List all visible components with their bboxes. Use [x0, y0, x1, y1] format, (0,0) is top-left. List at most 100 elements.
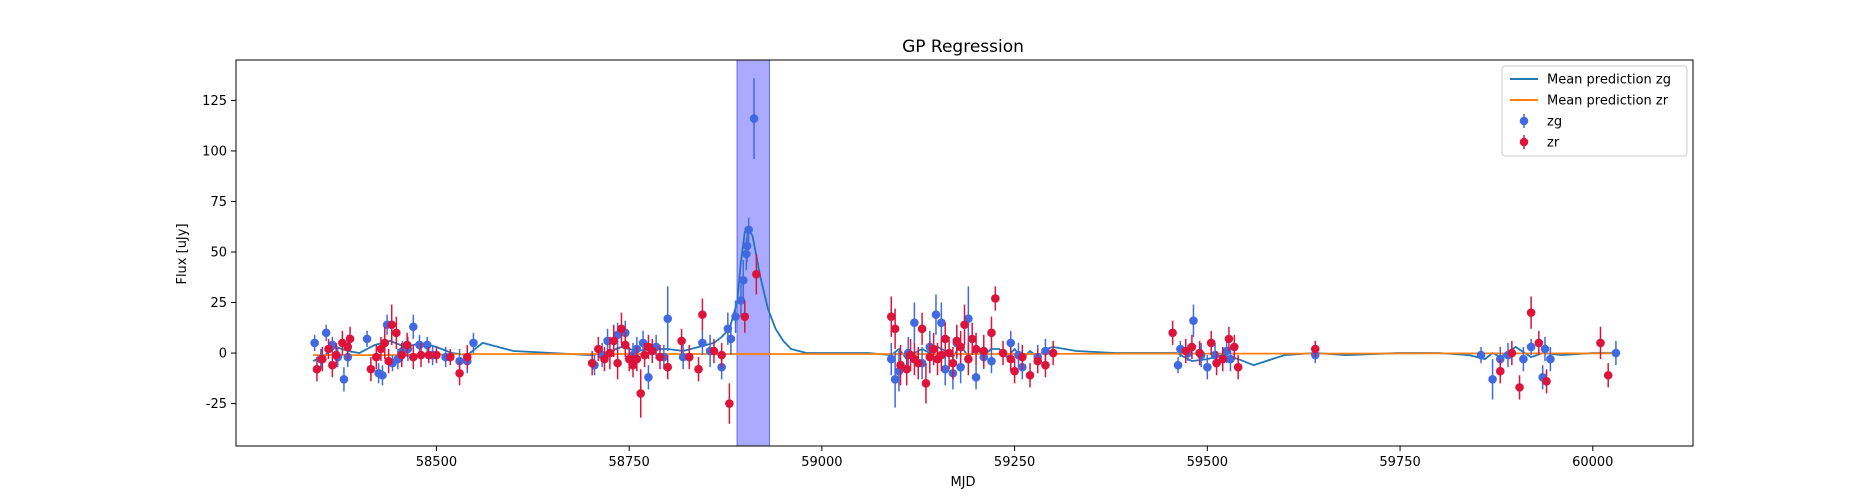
- zr-point: [1025, 370, 1035, 380]
- y-tick-label: 0: [219, 347, 227, 362]
- zr-point: [917, 324, 927, 334]
- zr-point: [462, 352, 472, 362]
- zr-point: [971, 344, 981, 354]
- zg-point: [931, 310, 941, 319]
- zr-point: [987, 328, 996, 338]
- zr-point: [684, 352, 694, 362]
- zg-point: [1519, 354, 1528, 364]
- zg-point: [749, 114, 759, 123]
- zr-point: [1048, 348, 1058, 358]
- legend-swatch-point: [1519, 116, 1529, 126]
- zg-point: [956, 362, 965, 372]
- zg-point: [1526, 342, 1536, 352]
- zg-point: [731, 312, 740, 321]
- zr-point: [594, 344, 603, 354]
- zr-point: [1534, 338, 1544, 348]
- zg-point: [415, 340, 424, 350]
- zr-point: [1195, 348, 1204, 358]
- zr-point: [1181, 346, 1191, 356]
- zg-point: [971, 372, 981, 382]
- zr-point: [455, 368, 464, 378]
- y-tick-label: 100: [202, 144, 227, 159]
- x-tick-label: 58750: [608, 455, 649, 470]
- zg-point: [1006, 338, 1016, 348]
- zr-point: [896, 360, 905, 370]
- y-tick-label: 75: [210, 195, 227, 210]
- zg-point: [1041, 346, 1050, 356]
- zg-point: [1546, 354, 1555, 364]
- zr-point: [709, 346, 719, 356]
- zr-point: [424, 350, 434, 360]
- zr-point: [345, 334, 355, 344]
- zr-point: [416, 350, 426, 360]
- zg-point: [940, 364, 950, 374]
- zg-point: [886, 354, 896, 364]
- data-layer: [310, 60, 1621, 446]
- zr-point: [328, 360, 337, 370]
- zr-point: [944, 348, 954, 358]
- x-tick-label: 59250: [994, 455, 1035, 470]
- zr-point: [1018, 352, 1027, 362]
- zg-point: [744, 225, 753, 235]
- zr-point: [324, 344, 333, 354]
- zr-point: [677, 336, 686, 346]
- zr-point: [312, 364, 322, 374]
- zr-point: [387, 320, 397, 330]
- zr-point: [366, 364, 376, 374]
- zr-point: [432, 350, 441, 360]
- zr-point: [331, 350, 341, 360]
- zr-point: [967, 334, 977, 344]
- zr-point: [1515, 383, 1524, 392]
- zr-point: [998, 348, 1008, 358]
- zr-point: [956, 342, 965, 352]
- legend-label: zg: [1547, 115, 1562, 130]
- zr-point: [605, 348, 615, 358]
- zg-point: [663, 314, 673, 323]
- zr-point: [948, 358, 958, 368]
- series-line-zr: [313, 352, 1616, 356]
- y-tick-label: 25: [210, 296, 227, 311]
- zr-point: [1233, 362, 1243, 372]
- zr-point: [1507, 348, 1517, 358]
- zr-point: [1033, 356, 1043, 366]
- zr-point: [929, 344, 938, 354]
- zg-point: [698, 338, 707, 348]
- zr-point: [632, 354, 642, 364]
- zr-point: [1224, 334, 1234, 344]
- zr-point: [384, 356, 393, 366]
- zg-point: [1226, 354, 1235, 364]
- x-tick-label: 59500: [1187, 455, 1228, 470]
- zr-point: [1010, 366, 1019, 376]
- zg-point: [678, 352, 688, 362]
- zr-point: [397, 350, 407, 360]
- zr-point: [609, 336, 619, 346]
- zg-point: [1189, 316, 1198, 326]
- zr-point: [318, 354, 327, 364]
- y-tick-label: -25: [206, 397, 227, 412]
- zr-point: [1603, 370, 1613, 380]
- zr-point: [1187, 342, 1197, 352]
- zr-point: [694, 364, 703, 374]
- y-tick-label: 50: [210, 245, 227, 260]
- zr-point: [655, 352, 665, 362]
- zg-point: [310, 338, 319, 348]
- zr-point: [937, 350, 946, 360]
- zr-point: [613, 358, 622, 368]
- legend-label: zr: [1547, 136, 1560, 151]
- legend-box: [1501, 65, 1688, 157]
- zr-point: [647, 346, 657, 356]
- series-zg: [310, 78, 1621, 408]
- zr-point: [409, 352, 418, 362]
- zr-point: [617, 324, 626, 334]
- zg-point: [1203, 362, 1212, 372]
- zr-point: [1041, 360, 1050, 370]
- zg-point: [321, 328, 331, 338]
- zg-point: [723, 324, 733, 334]
- zg-point: [469, 338, 478, 348]
- zg-point: [742, 241, 752, 251]
- zr-point: [446, 352, 455, 362]
- zg-point: [738, 275, 748, 285]
- zr-point: [640, 350, 649, 360]
- x-tick-label: 60000: [1572, 455, 1613, 470]
